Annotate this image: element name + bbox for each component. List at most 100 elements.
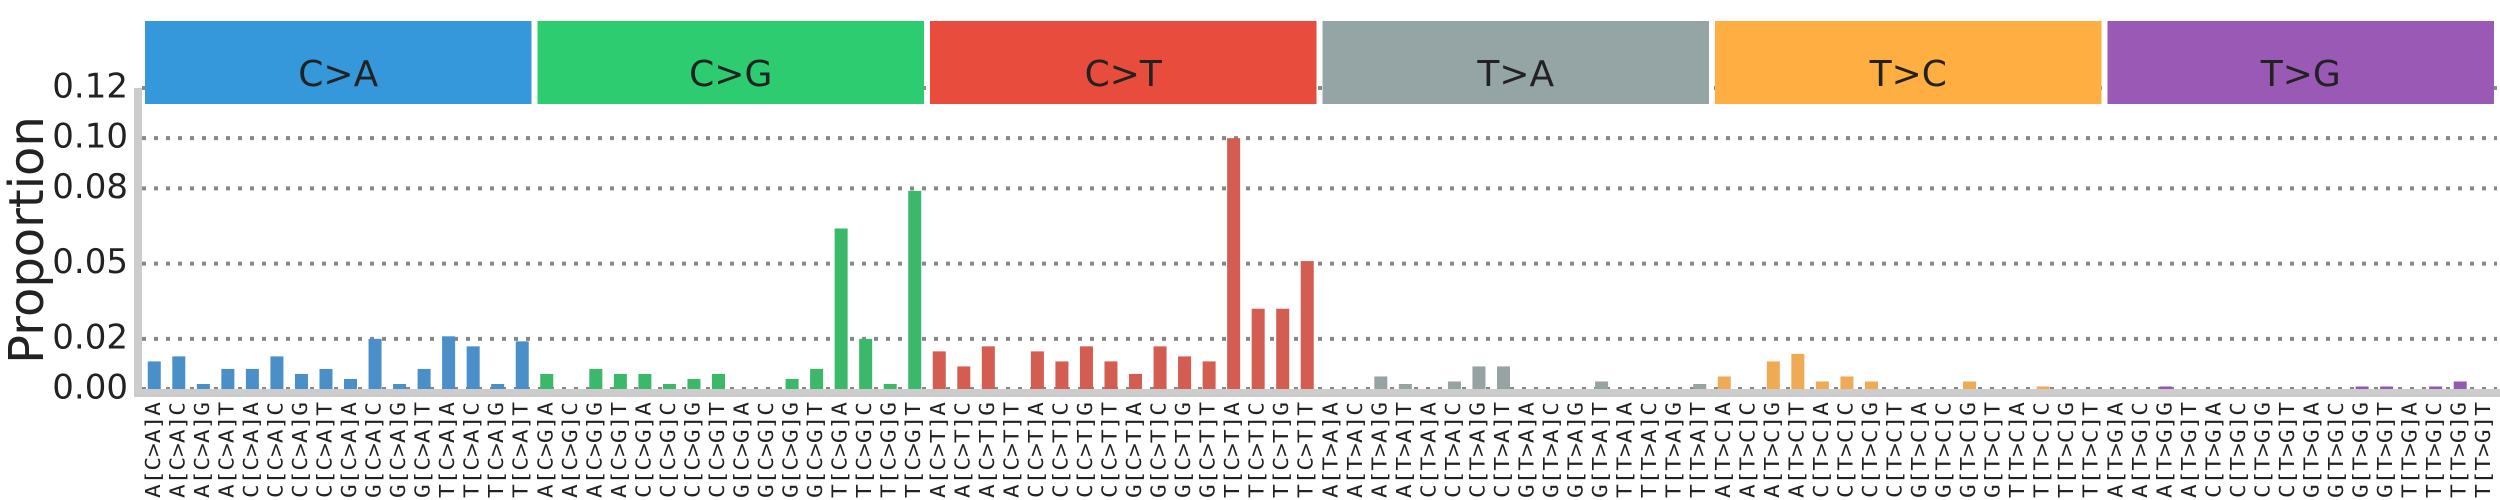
x-tick-label: A[C>A]C bbox=[165, 402, 189, 498]
group-label: C>T bbox=[1085, 54, 1163, 95]
bar bbox=[1202, 361, 1216, 389]
bar bbox=[711, 373, 725, 389]
x-tick-label: G[C>G]C bbox=[754, 402, 778, 498]
bar bbox=[859, 338, 873, 389]
bar bbox=[662, 383, 676, 389]
bar bbox=[196, 383, 210, 389]
x-tick-label: T[C>A]C bbox=[460, 402, 484, 498]
bar bbox=[319, 368, 333, 389]
x-tick-label: C[C>T]G bbox=[1073, 402, 1097, 498]
bar bbox=[393, 383, 407, 389]
bar bbox=[589, 368, 603, 389]
x-tick-label: C[T>G]A bbox=[2201, 402, 2225, 498]
x-tick-label: C[T>A]T bbox=[1490, 402, 1514, 498]
bar bbox=[344, 378, 358, 389]
bar bbox=[1178, 356, 1192, 389]
x-tick-label: G[C>A]T bbox=[411, 402, 435, 498]
group-label: C>A bbox=[298, 54, 378, 95]
bar bbox=[442, 336, 456, 389]
y-axis-label: Proportion bbox=[0, 116, 55, 364]
x-tick-label: G[C>T]G bbox=[1171, 402, 1195, 498]
y-tick-label: 0.12 bbox=[52, 67, 128, 107]
x-tick-label: G[T>A]T bbox=[1588, 402, 1612, 498]
x-tick-label: A[C>T]G bbox=[975, 402, 999, 498]
x-tick-label: A[C>G]T bbox=[607, 402, 631, 498]
bar bbox=[147, 361, 161, 389]
bar bbox=[1251, 308, 1265, 389]
x-tick-label: T[T>C]G bbox=[2054, 402, 2078, 498]
group-label: T>C bbox=[1869, 54, 1947, 95]
x-tick-label: G[C>G]T bbox=[803, 402, 827, 498]
bar bbox=[270, 356, 284, 389]
x-tick-label: C[T>G]G bbox=[2250, 402, 2274, 498]
bar bbox=[908, 190, 922, 389]
bar bbox=[294, 373, 308, 389]
x-tick-label: G[C>T]A bbox=[1122, 402, 1146, 498]
x-tick-label: G[T>C]G bbox=[1956, 402, 1980, 498]
x-tick-label: C[C>G]G bbox=[680, 402, 704, 498]
bar bbox=[466, 346, 480, 389]
x-tick-label: T[T>C]A bbox=[2005, 402, 2029, 498]
x-tick-label: C[T>G]C bbox=[2226, 402, 2250, 498]
y-tick-label: 0.10 bbox=[52, 117, 128, 157]
x-tick-label: G[T>C]A bbox=[1907, 402, 1931, 498]
x-tick-label: C[T>C]C bbox=[1833, 402, 1857, 498]
x-tick-label: A[T>G]A bbox=[2103, 402, 2127, 498]
bar bbox=[1398, 383, 1412, 389]
y-tick-label: 0.08 bbox=[52, 167, 128, 207]
bar bbox=[1496, 366, 1510, 389]
x-tick-label: A[T>C]G bbox=[1760, 402, 1784, 498]
x-tick-label: T[C>G]C bbox=[852, 402, 876, 498]
bar bbox=[1864, 381, 1878, 389]
x-tick-label: G[T>C]T bbox=[1981, 402, 2005, 498]
x-tick-label: A[C>T]T bbox=[999, 402, 1023, 498]
bar bbox=[1840, 376, 1854, 389]
bar bbox=[417, 368, 431, 389]
x-tick-label: C[T>C]A bbox=[1809, 402, 1833, 498]
x-tick-label: C[T>A]C bbox=[1441, 402, 1465, 498]
x-tick-label: G[C>A]G bbox=[386, 402, 410, 498]
bar bbox=[1472, 366, 1486, 389]
group-header bbox=[537, 21, 924, 104]
x-tick-label: C[C>T]T bbox=[1097, 402, 1121, 498]
x-tick-label: G[T>A]G bbox=[1564, 402, 1588, 498]
bar bbox=[883, 383, 897, 389]
x-tick-label: G[T>G]G bbox=[2349, 402, 2373, 498]
x-tick-label: G[C>A]C bbox=[362, 402, 386, 498]
bar bbox=[2159, 386, 2173, 389]
bar bbox=[1300, 261, 1314, 389]
bar bbox=[1276, 308, 1290, 389]
x-tick-label: T[C>A]T bbox=[509, 402, 533, 498]
bar bbox=[613, 373, 627, 389]
bar bbox=[221, 368, 235, 389]
x-tick-label: A[T>G]C bbox=[2128, 402, 2152, 498]
bar bbox=[810, 368, 824, 389]
x-tick-label: G[T>A]C bbox=[1539, 402, 1563, 498]
group-header bbox=[2107, 21, 2494, 104]
bar bbox=[1693, 383, 1707, 389]
bar bbox=[172, 356, 186, 389]
x-tick-label: C[C>T]C bbox=[1048, 402, 1072, 498]
x-tick-label: C[T>G]T bbox=[2275, 402, 2299, 498]
bar bbox=[368, 338, 382, 389]
x-tick-label: G[C>G]A bbox=[730, 402, 754, 498]
bar bbox=[1153, 346, 1167, 389]
group-header bbox=[1715, 21, 2102, 104]
x-tick-label: C[C>A]C bbox=[263, 402, 287, 498]
bar bbox=[785, 378, 799, 389]
bar bbox=[2380, 386, 2394, 389]
x-tick-label: A[C>A]T bbox=[214, 402, 238, 498]
x-tick-label: T[C>T]T bbox=[1294, 402, 1318, 498]
x-tick-label: G[C>G]G bbox=[779, 402, 803, 498]
x-tick-label: C[C>G]T bbox=[705, 402, 729, 498]
x-tick-label: C[T>A]G bbox=[1465, 402, 1489, 498]
x-tick-label: T[C>A]G bbox=[484, 402, 508, 498]
x-tick-label: T[T>G]G bbox=[2447, 402, 2471, 498]
y-tick-label: 0.00 bbox=[52, 368, 128, 408]
x-tick-label: A[T>G]T bbox=[2177, 402, 2201, 498]
x-tick-label: C[C>A]G bbox=[288, 402, 312, 498]
bar bbox=[1030, 351, 1044, 389]
x-tick-label: G[T>G]A bbox=[2300, 402, 2324, 498]
x-tick-label: A[C>G]A bbox=[533, 402, 557, 498]
